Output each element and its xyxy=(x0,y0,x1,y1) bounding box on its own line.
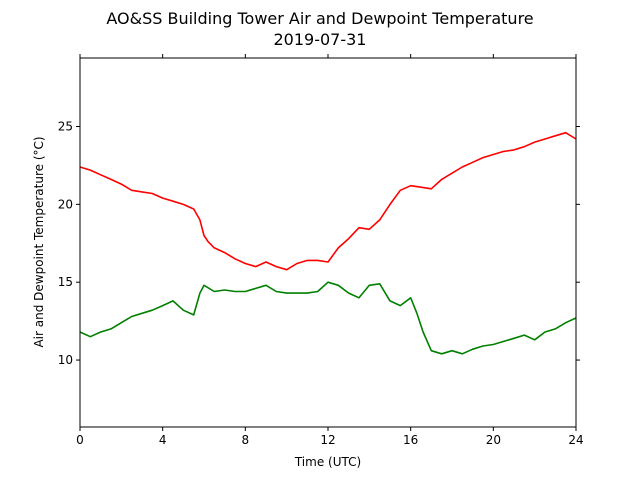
x-tick-label: 16 xyxy=(403,433,418,447)
x-tick-label: 12 xyxy=(320,433,335,447)
y-tick-label: 10 xyxy=(58,353,73,367)
x-tick-label: 24 xyxy=(568,433,583,447)
chart-subtitle: 2019-07-31 xyxy=(274,30,367,49)
x-tick-label: 4 xyxy=(159,433,167,447)
series-line-1 xyxy=(79,131,577,271)
x-tick-label: 20 xyxy=(486,433,501,447)
series-layer xyxy=(79,131,577,355)
tick-layer: 0 4 8 12 16 20 24 10 15 20 25 xyxy=(58,54,584,447)
x-axis-label: Time (UTC) xyxy=(294,455,361,469)
x-tick-label: 0 xyxy=(76,433,84,447)
y-tick-label: 15 xyxy=(58,275,73,289)
y-axis-label: Air and Dewpoint Temperature (°C) xyxy=(32,136,46,347)
series-line-2 xyxy=(79,281,577,355)
y-tick-label: 25 xyxy=(58,120,73,134)
y-tick-label: 20 xyxy=(58,197,73,211)
chart-title: AO&SS Building Tower Air and Dewpoint Te… xyxy=(106,9,533,28)
x-tick-label: 8 xyxy=(242,433,250,447)
